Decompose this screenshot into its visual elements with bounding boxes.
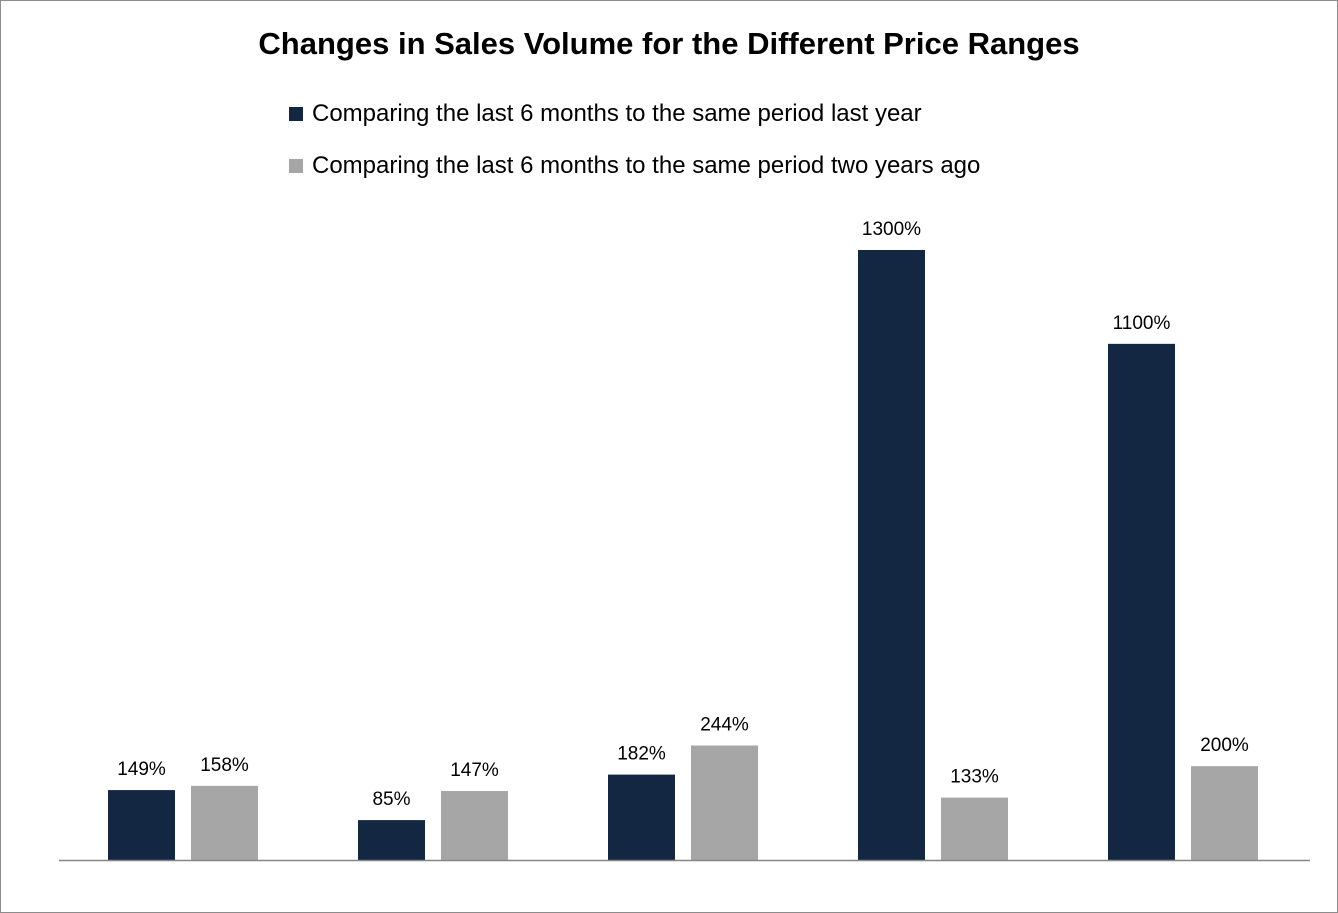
- legend-swatch-series-2: [289, 159, 303, 173]
- data-label-series-1-group-3: 182%: [617, 744, 666, 765]
- data-label-series-1-group-2: 85%: [372, 789, 410, 810]
- bar-series-2-group-2: [441, 791, 508, 860]
- data-label-series-1-group-4: 1300%: [862, 219, 921, 240]
- data-label-series-1-group-5: 1100%: [1113, 313, 1171, 334]
- chart-title: Changes in Sales Volume for the Differen…: [258, 26, 1080, 61]
- bar-series-1-group-3: [608, 774, 675, 860]
- legend-label-series-2: Comparing the last 6 months to the same …: [312, 152, 981, 179]
- data-label-series-2-group-4: 133%: [950, 767, 999, 788]
- bar-series-2-group-5: [1191, 766, 1258, 860]
- data-label-series-2-group-3: 244%: [700, 715, 749, 736]
- legend: Comparing the last 6 months to the same …: [289, 96, 980, 200]
- bar-series-2-group-1: [191, 785, 258, 860]
- data-label-series-1-group-1: 149%: [117, 759, 166, 780]
- legend-item-series-2: Comparing the last 6 months to the same …: [289, 148, 980, 184]
- data-label-series-2-group-5: 200%: [1200, 735, 1249, 756]
- legend-swatch-series-1: [289, 107, 303, 121]
- bar-series-1-group-4: [858, 250, 925, 860]
- bar-series-2-group-4: [941, 797, 1008, 860]
- bar-series-1-group-1: [108, 790, 175, 860]
- legend-label-series-1: Comparing the last 6 months to the same …: [312, 100, 922, 127]
- legend-item-series-1: Comparing the last 6 months to the same …: [289, 96, 980, 132]
- bar-series-2-group-3: [691, 745, 758, 860]
- data-label-series-2-group-1: 158%: [200, 755, 249, 776]
- bar-series-1-group-2: [358, 820, 425, 860]
- bar-series-1-group-5: [1108, 343, 1175, 860]
- data-label-series-2-group-2: 147%: [450, 760, 499, 781]
